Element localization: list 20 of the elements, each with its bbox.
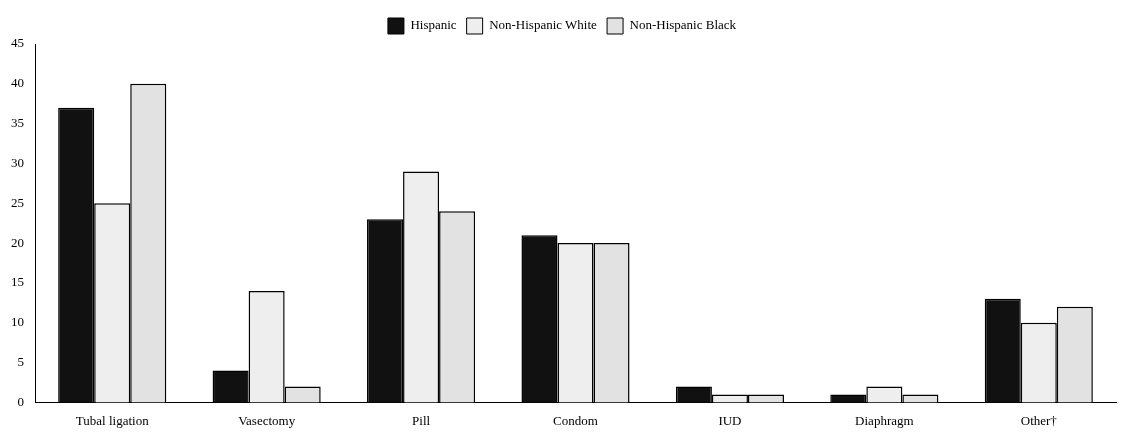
x-tick-label: Vasectomy	[238, 412, 296, 428]
y-tick-label: 45	[11, 35, 24, 51]
y-tick-label: 25	[11, 194, 24, 210]
x-tick-label: IUD	[718, 412, 742, 428]
y-tick-label: 30	[11, 154, 24, 170]
y-tick-label: 5	[17, 354, 24, 369]
y-tick-label: 10	[11, 314, 24, 330]
x-tick-label: Pill	[412, 412, 431, 428]
y-tick-label: 0	[17, 393, 24, 409]
legend-label: Hispanic	[410, 17, 457, 33]
y-tick-label: 15	[11, 274, 24, 290]
x-tick-label: Other†	[1020, 412, 1058, 428]
legend-label: Non-Hispanic Black	[629, 17, 737, 33]
x-tick-label: Condom	[553, 412, 598, 428]
x-tick-label: Diaphragm	[855, 412, 914, 428]
y-tick-label: 40	[11, 75, 24, 91]
legend-label: Non-Hispanic White	[489, 17, 598, 33]
x-tick-label: Tubal ligation	[75, 412, 150, 428]
y-tick-label: 20	[11, 234, 24, 250]
y-tick-label: 35	[11, 115, 24, 131]
